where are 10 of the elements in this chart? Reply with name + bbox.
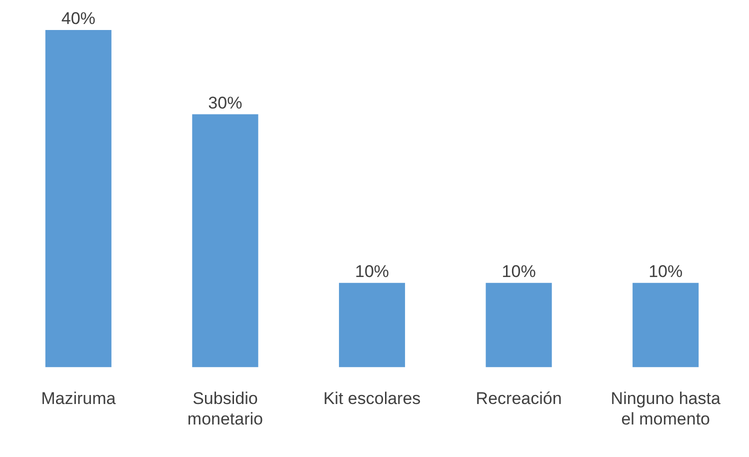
x-tick-label: Recreación xyxy=(476,389,562,408)
data-label: 10% xyxy=(502,262,536,282)
data-label: 40% xyxy=(61,9,96,28)
x-tick-label: Ninguno hasta el momento xyxy=(610,389,721,428)
data-label: 30% xyxy=(208,93,242,112)
x-tick-label: Maziruma xyxy=(41,389,116,408)
data-label: 10% xyxy=(354,262,390,282)
data-label: 10% xyxy=(648,262,683,282)
x-tick-label: Kit escolares xyxy=(323,389,421,408)
x-tick-label: Subsidio monetario xyxy=(187,389,264,428)
